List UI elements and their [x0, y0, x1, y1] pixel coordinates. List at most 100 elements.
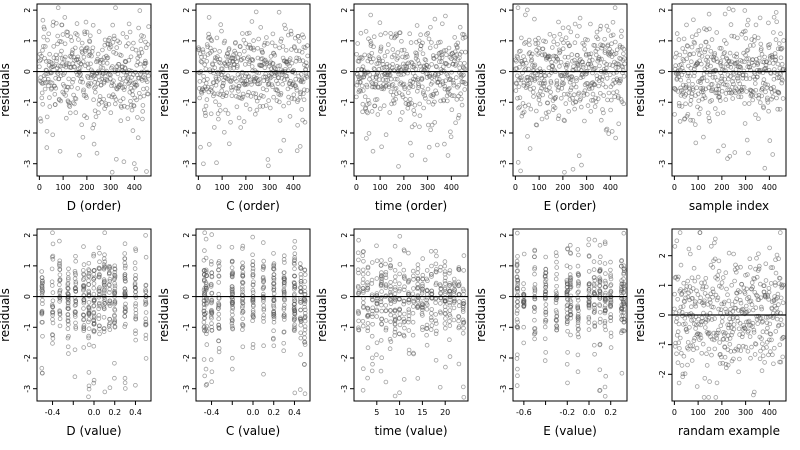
points: [201, 230, 308, 397]
data-point: [286, 100, 292, 106]
data-point: [702, 291, 708, 296]
data-point: [208, 314, 214, 319]
data-point: [81, 312, 86, 318]
data-point: [761, 345, 766, 351]
data-point: [577, 24, 582, 29]
data-point: [434, 253, 439, 259]
data-point: [742, 59, 747, 65]
data-point: [379, 302, 384, 308]
data-point: [394, 77, 400, 82]
data-point: [240, 272, 245, 278]
data-point: [256, 36, 261, 42]
data-point: [517, 104, 522, 110]
data-point: [737, 332, 742, 337]
data-point: [744, 56, 749, 62]
data-point: [415, 270, 420, 276]
y-axis-label: residuals: [315, 288, 329, 342]
plot-frame: [353, 3, 469, 177]
data-point: [568, 77, 574, 82]
x-tick-label: 0.0: [247, 408, 260, 417]
data-point: [529, 57, 535, 63]
data-point: [521, 299, 527, 304]
data-point: [551, 53, 557, 59]
data-point: [271, 305, 277, 311]
data-point: [108, 110, 114, 115]
data-point: [250, 287, 256, 293]
data-point: [103, 101, 109, 106]
data-point: [225, 111, 231, 116]
data-point: [735, 35, 740, 41]
data-point: [121, 87, 127, 92]
y-tick-label: -3: [182, 385, 191, 393]
data-point: [271, 251, 276, 256]
data-point: [277, 63, 283, 68]
data-point: [110, 64, 115, 69]
data-point: [285, 32, 291, 38]
y-tick-label: -2: [182, 129, 191, 137]
data-point: [544, 115, 550, 120]
data-point: [532, 330, 538, 336]
data-point: [372, 103, 378, 109]
y-tick-label: 0: [340, 294, 349, 299]
data-point: [86, 386, 92, 392]
data-point: [554, 78, 560, 84]
y-tick-label: 0: [499, 294, 508, 299]
data-point: [709, 352, 714, 358]
data-point: [71, 77, 76, 82]
data-point: [563, 35, 569, 41]
data-point: [81, 277, 86, 283]
data-point: [527, 81, 533, 86]
data-point: [49, 283, 55, 288]
data-point: [213, 76, 219, 82]
data-point: [581, 62, 586, 68]
y-tick-label: -2: [658, 129, 667, 137]
data-point: [687, 73, 693, 79]
x-tick-label: 0: [672, 183, 677, 192]
data-point: [106, 93, 112, 99]
data-point: [602, 48, 608, 53]
data-point: [589, 57, 595, 63]
data-point: [229, 75, 235, 81]
y-tick-label: 0: [182, 69, 191, 74]
data-point: [91, 377, 97, 383]
data-point: [443, 61, 449, 66]
data-point: [52, 92, 58, 97]
data-point: [456, 281, 462, 287]
data-point: [722, 354, 728, 360]
data-point: [722, 50, 727, 55]
data-point: [420, 276, 426, 282]
data-point: [604, 76, 610, 81]
data-point: [439, 52, 445, 58]
data-point: [216, 300, 221, 306]
data-point: [410, 84, 416, 89]
data-point: [406, 316, 412, 322]
data-point: [408, 140, 413, 146]
data-point: [751, 392, 756, 398]
data-point: [691, 39, 697, 45]
data-point: [575, 297, 581, 303]
data-point: [230, 317, 235, 323]
data-point: [597, 309, 603, 315]
data-point: [695, 91, 701, 97]
data-point: [392, 326, 398, 332]
data-point: [65, 271, 71, 277]
data-point: [720, 64, 726, 69]
data-point: [358, 88, 364, 94]
data-point: [704, 78, 710, 84]
y-tick-label: -2: [340, 129, 349, 137]
data-point: [456, 299, 462, 304]
data-point: [689, 94, 694, 100]
data-point: [411, 277, 416, 282]
data-point: [600, 82, 606, 87]
data-point: [305, 53, 310, 59]
data-point: [681, 353, 687, 359]
data-point: [289, 60, 295, 66]
data-point: [521, 304, 527, 310]
data-point: [709, 317, 715, 322]
data-point: [401, 319, 407, 325]
data-point: [597, 266, 603, 272]
data-point: [378, 46, 384, 52]
data-point: [80, 135, 86, 140]
data-point: [294, 55, 300, 61]
data-point: [298, 298, 303, 303]
